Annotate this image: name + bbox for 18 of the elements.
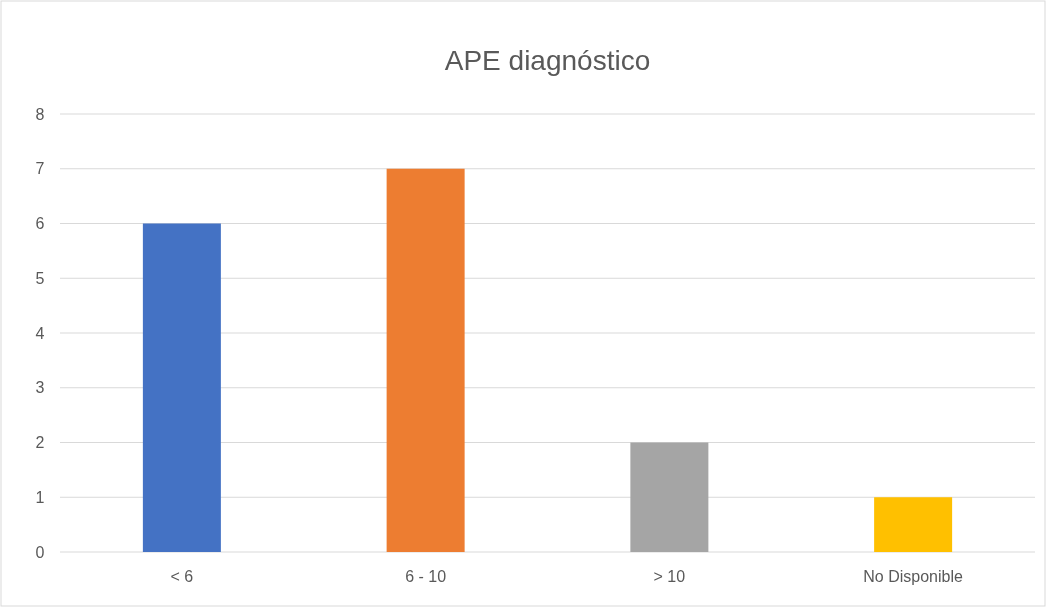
- chart-title: APE diagnóstico: [444, 45, 651, 76]
- y-tick-label: 5: [35, 269, 45, 287]
- bar: [386, 168, 465, 552]
- y-tick-label: 7: [35, 160, 45, 178]
- bar: [142, 223, 221, 552]
- bar: [630, 442, 709, 552]
- bar: [874, 497, 953, 552]
- x-tick-label: < 6: [170, 568, 194, 585]
- y-tick-label: 1: [35, 488, 45, 506]
- x-tick-label: No Disponible: [863, 568, 964, 585]
- x-tick-label: > 10: [653, 568, 686, 585]
- y-tick-label: 2: [35, 434, 45, 452]
- y-tick-label: 3: [35, 379, 45, 397]
- y-tick-label: 6: [35, 215, 45, 233]
- x-tick-label: 6 - 10: [405, 568, 447, 585]
- y-tick-label: 0: [35, 543, 45, 561]
- y-tick-label: 8: [35, 105, 45, 123]
- y-tick-label: 4: [35, 324, 45, 342]
